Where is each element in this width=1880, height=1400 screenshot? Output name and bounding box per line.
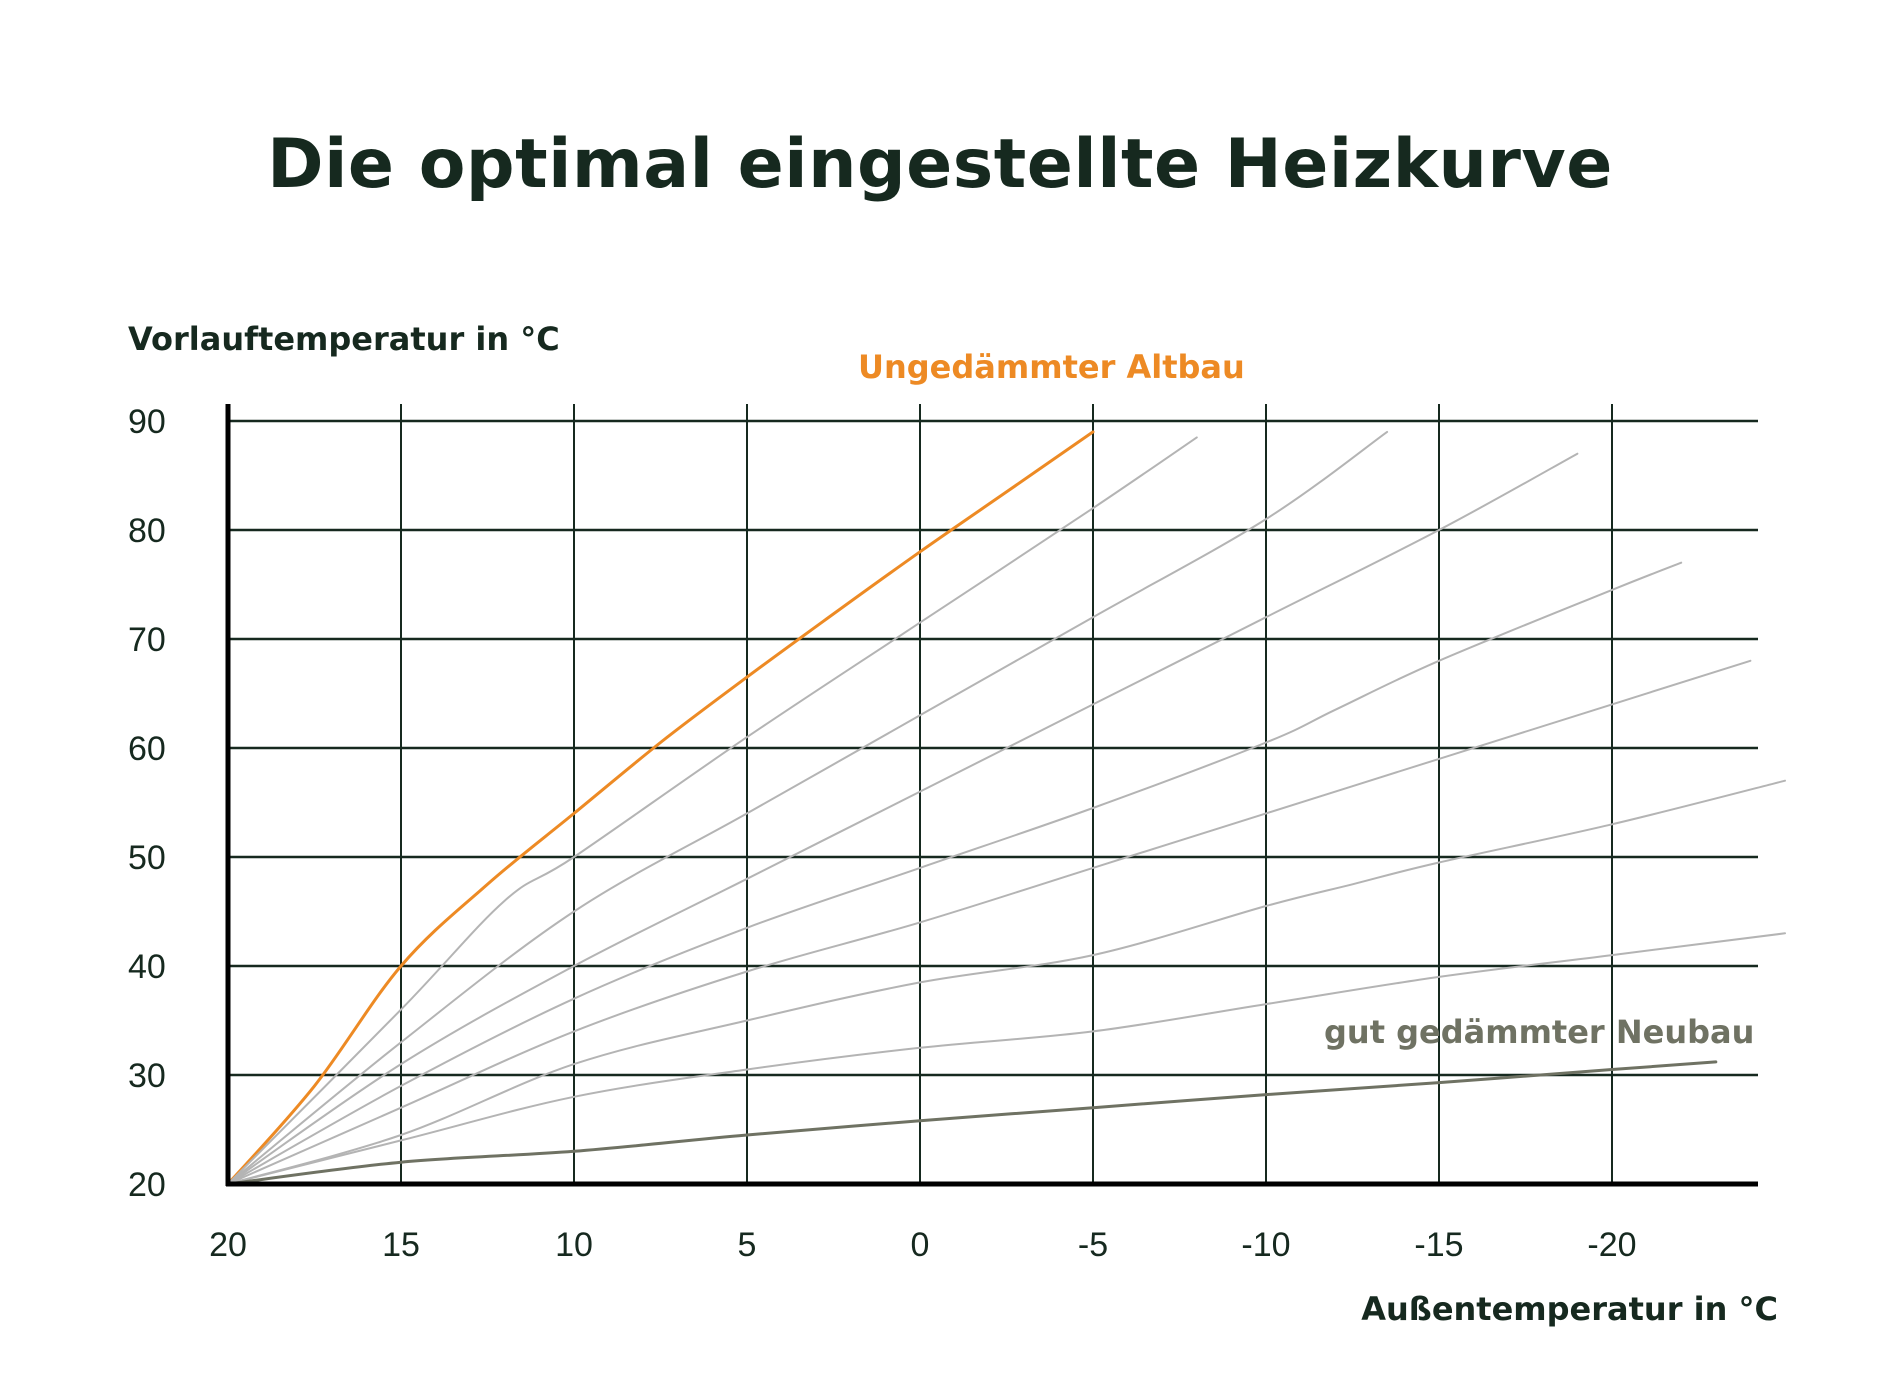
x-tick-5: 5 <box>738 1226 757 1264</box>
x-axis-label: Außentemperatur in °C <box>1361 1290 1778 1328</box>
curve-2 <box>227 436 1198 1185</box>
x-tick-0: 0 <box>911 1226 930 1264</box>
x-tick-15: 15 <box>382 1226 420 1264</box>
curve-6 <box>227 659 1752 1185</box>
heating-curves <box>226 430 1786 1186</box>
y-tick-60: 60 <box>128 730 166 768</box>
x-tick-20: 20 <box>209 1226 247 1264</box>
y-tick-40: 40 <box>128 948 166 986</box>
curve-3 <box>227 430 1389 1185</box>
y-tick-70: 70 <box>128 621 166 659</box>
curve-9 <box>226 1060 1718 1186</box>
y-tick-80: 80 <box>128 512 166 550</box>
curve-1 <box>226 430 1095 1186</box>
series-label-altbau: Ungedämmter Altbau <box>858 348 1245 386</box>
curve-8 <box>227 932 1786 1185</box>
y-tick-30: 30 <box>128 1057 166 1095</box>
curve-7 <box>227 779 1786 1185</box>
axes <box>225 404 1758 1187</box>
x-tick--5: -5 <box>1078 1226 1108 1264</box>
x-tick--10: -10 <box>1241 1226 1290 1264</box>
chart-title: Die optimal eingestellte Heizkurve <box>267 125 1613 204</box>
x-tick--15: -15 <box>1414 1226 1463 1264</box>
y-tick-90: 90 <box>128 403 166 441</box>
grid-lines <box>228 404 1758 1184</box>
y-tick-50: 50 <box>128 839 166 877</box>
y-axis-label: Vorlauftemperatur in °C <box>128 320 560 358</box>
x-tick-10: 10 <box>555 1226 593 1264</box>
x-tick--20: -20 <box>1587 1226 1636 1264</box>
series-label-neubau: gut gedämmter Neubau <box>1324 1013 1755 1051</box>
curve-4 <box>227 452 1579 1185</box>
curve-5 <box>227 561 1683 1185</box>
y-tick-20: 20 <box>128 1166 166 1204</box>
